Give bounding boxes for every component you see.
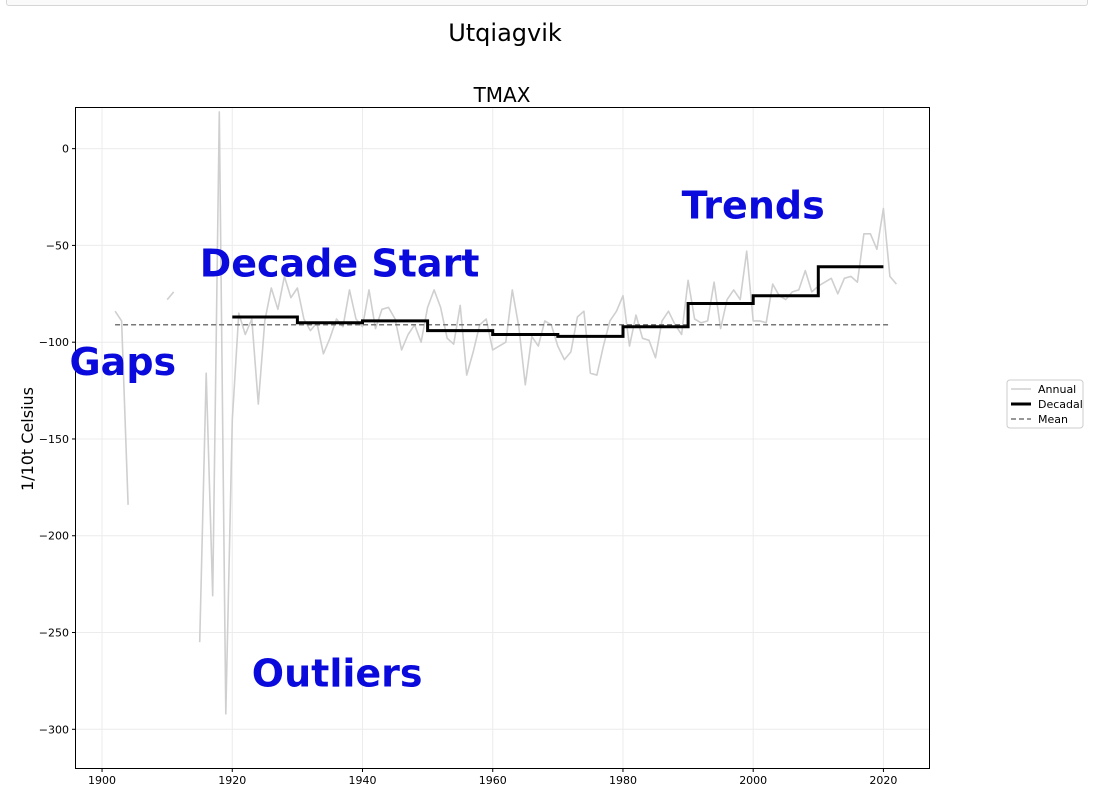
axis-ticks: 1900 1920 1940 1960 1980 2000 2020 0 −50 −100 −150… [39,143,898,787]
annual-series-line [166,291,175,301]
y-axis-label: 1/10t Celsius [18,387,37,491]
legend-mean-label: Mean [1038,413,1068,426]
y-tick-label: −200 [39,530,69,543]
legend-annual-label: Annual [1038,383,1076,396]
legend-decadal-label: Decadal [1038,398,1083,411]
axes-frame [75,107,930,769]
annotation-decade-start: Decade Start [200,241,480,285]
grid-lines [76,108,929,768]
toolbar-edge [6,0,1088,6]
legend-box [1006,379,1084,429]
plot-area [114,111,898,715]
annotation-outliers: Outliers [252,652,423,696]
y-tick-label: −250 [39,627,69,640]
x-tick-label: 1980 [609,774,637,787]
axes-title: TMAX [473,83,531,107]
annotation-gaps: Gaps [69,340,176,384]
y-tick-label: −50 [46,239,69,252]
figure-suptitle: Utqiagvik [448,19,562,47]
x-tick-label: 1940 [349,774,377,787]
y-tick-label: −150 [39,433,69,446]
x-tick-label: 2000 [739,774,767,787]
x-tick-label: 1960 [479,774,507,787]
y-tick-label: −100 [39,336,69,349]
x-tick-label: 1900 [88,774,116,787]
x-tick-label: 1920 [218,774,246,787]
y-tick-label: −300 [39,723,69,736]
y-tick-label: 0 [62,143,69,156]
x-tick-label: 2020 [869,774,897,787]
annotations: Gaps Decade Start Outliers Trends [69,183,824,695]
annotation-trends: Trends [682,183,825,227]
annual-series-line [114,310,129,505]
decadal-series-line [232,265,884,338]
legend: Annual Decadal Mean [1006,379,1084,429]
